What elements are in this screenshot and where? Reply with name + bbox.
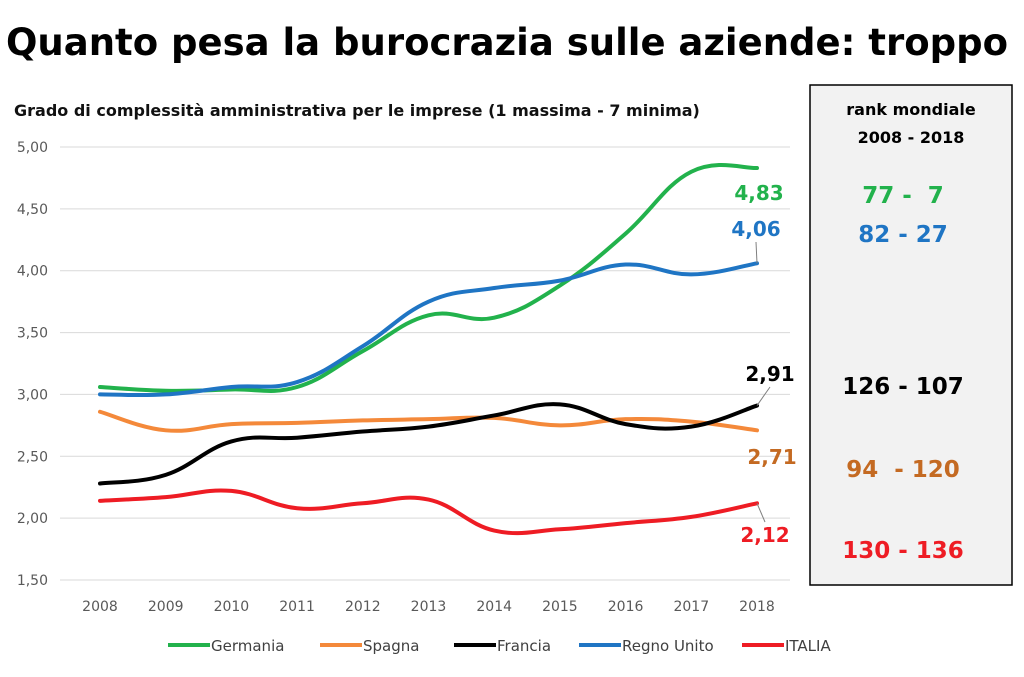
rank-heading-line2: 2008 - 2018 (858, 128, 965, 147)
legend: Germania Spagna Francia Regno Unito ITALIA (168, 637, 831, 655)
end-label-germania: 4,83 (734, 181, 783, 205)
rank-value-spagna: 94 - 120 (846, 457, 960, 483)
end-label-regno-unito: 4,06 (731, 217, 780, 241)
y-tick-label: 4,00 (17, 264, 48, 280)
x-tick-label: 2012 (345, 599, 381, 615)
leader-line-francia (756, 386, 771, 406)
grid-lines (60, 146, 790, 581)
chart-title: Quanto pesa la burocrazia sulle aziende:… (6, 21, 1008, 64)
rank-value-italia: 130 - 136 (842, 538, 964, 564)
rank-heading-line1: rank mondiale (846, 100, 976, 119)
rank-value-francia: 126 - 107 (842, 374, 964, 400)
x-axis-ticks: 2008 2009 2010 2011 2012 2013 2014 2015 2016 2017… (82, 599, 775, 615)
end-label-italia: 2,12 (740, 523, 789, 547)
x-tick-label: 2018 (739, 599, 775, 615)
leader-line-italia (756, 503, 766, 523)
end-labels: 4,83 2,71 2,91 4,06 2,12 (731, 181, 796, 547)
x-tick-label: 2008 (82, 599, 118, 615)
x-tick-label: 2010 (214, 599, 250, 615)
rank-panel: rank mondiale 2008 - 2018 77 - 7 94 - 120… (809, 84, 1013, 586)
series-line-regno-unito (98, 261, 759, 398)
leader-line-regno-unito (755, 241, 758, 264)
end-label-francia: 2,91 (745, 362, 794, 386)
x-tick-label: 2013 (411, 599, 447, 615)
series-lines (98, 163, 759, 536)
x-tick-label: 2016 (608, 599, 644, 615)
legend-label-spagna: Spagna (363, 637, 419, 655)
series-line-italia (98, 488, 759, 536)
y-tick-label: 4,50 (17, 202, 48, 218)
series-line-germania (98, 163, 759, 393)
x-tick-label: 2011 (279, 599, 315, 615)
x-tick-label: 2015 (542, 599, 578, 615)
series-line-francia (98, 402, 759, 486)
rank-value-germania: 77 - 7 (862, 183, 944, 209)
rank-panel-box (809, 84, 1013, 586)
y-tick-label: 5,00 (17, 140, 48, 156)
series-line-spagna (98, 409, 759, 433)
legend-label-regno-unito: Regno Unito (622, 637, 714, 655)
y-tick-label: 2,00 (17, 511, 48, 527)
y-tick-label: 2,50 (17, 449, 48, 465)
rank-value-regno-unito: 82 - 27 (858, 222, 948, 248)
x-tick-label: 2009 (148, 599, 184, 615)
y-tick-label: 3,00 (17, 387, 48, 403)
x-tick-label: 2017 (673, 599, 709, 615)
y-tick-label: 3,50 (17, 326, 48, 342)
end-label-spagna: 2,71 (747, 445, 796, 469)
legend-label-germania: Germania (211, 637, 284, 655)
y-axis-ticks: 1,50 2,00 2,50 3,00 3,50 4,00 4,50 5,00 (17, 140, 48, 589)
y-tick-label: 1,50 (17, 573, 48, 589)
x-tick-label: 2014 (476, 599, 512, 615)
legend-label-italia: ITALIA (785, 637, 831, 655)
chart-subtitle: Grado di complessità amministrativa per … (14, 101, 700, 120)
legend-label-francia: Francia (497, 637, 551, 655)
